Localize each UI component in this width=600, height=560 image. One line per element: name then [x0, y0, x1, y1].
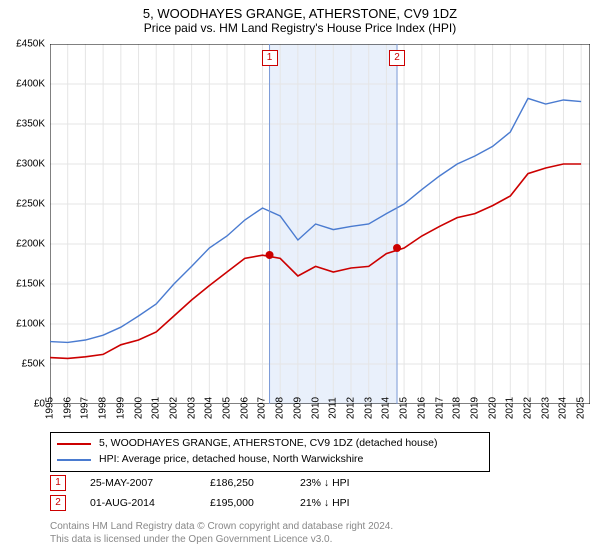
x-tick-label: 2000	[133, 397, 144, 419]
x-tick-label: 2023	[540, 397, 551, 419]
datapoint-date: 25-MAY-2007	[90, 477, 210, 489]
x-tick-label: 2016	[416, 397, 427, 419]
legend-swatch	[57, 459, 91, 461]
x-tick-label: 2005	[222, 397, 233, 419]
x-tick-label: 2002	[168, 397, 179, 419]
chart-area: £0£50K£100K£150K£200K£250K£300K£350K£400…	[50, 44, 590, 404]
x-tick-label: 2009	[292, 397, 303, 419]
x-tick-label: 1998	[98, 397, 109, 419]
datapoint-delta: 21% ↓ HPI	[300, 497, 390, 509]
x-tick-label: 2017	[434, 397, 445, 419]
y-tick-label: £250K	[1, 199, 45, 210]
y-tick-label: £50K	[1, 359, 45, 370]
datapoint-row: 1 25-MAY-2007£186,25023% ↓ HPI	[50, 475, 390, 491]
x-tick-label: 1999	[115, 397, 126, 419]
datapoint-price: £186,250	[210, 477, 300, 489]
x-tick-label: 2007	[257, 397, 268, 419]
x-tick-label: 2013	[363, 397, 374, 419]
footnote: Contains HM Land Registry data © Crown c…	[50, 520, 393, 546]
x-tick-label: 2014	[381, 397, 392, 419]
x-tick-label: 1996	[62, 397, 73, 419]
x-tick-label: 2010	[310, 397, 321, 419]
line-chart	[50, 44, 590, 404]
legend: 5, WOODHAYES GRANGE, ATHERSTONE, CV9 1DZ…	[50, 432, 490, 472]
x-tick-label: 2003	[186, 397, 197, 419]
legend-swatch	[57, 443, 91, 445]
x-tick-label: 2001	[151, 397, 162, 419]
chart-title: 5, WOODHAYES GRANGE, ATHERSTONE, CV9 1DZ	[0, 0, 600, 21]
x-tick-label: 2011	[328, 397, 339, 419]
x-tick-label: 2004	[204, 397, 215, 419]
datapoint-row: 2 01-AUG-2014£195,00021% ↓ HPI	[50, 495, 390, 511]
datapoint-date: 01-AUG-2014	[90, 497, 210, 509]
y-tick-label: £0	[1, 399, 45, 410]
x-tick-label: 2019	[469, 397, 480, 419]
datapoint-marker: 1	[50, 475, 66, 491]
x-tick-label: 2022	[523, 397, 534, 419]
x-tick-label: 2024	[558, 397, 569, 419]
x-tick-label: 2025	[576, 397, 587, 419]
y-tick-label: £200K	[1, 239, 45, 250]
footnote-line: This data is licensed under the Open Gov…	[50, 533, 393, 546]
y-tick-label: £400K	[1, 79, 45, 90]
y-tick-label: £350K	[1, 119, 45, 130]
chart-marker: 2	[389, 50, 405, 66]
chart-subtitle: Price paid vs. HM Land Registry's House …	[0, 21, 600, 35]
y-tick-label: £450K	[1, 39, 45, 50]
legend-row: 5, WOODHAYES GRANGE, ATHERSTONE, CV9 1DZ…	[57, 436, 483, 452]
y-tick-label: £300K	[1, 159, 45, 170]
datapoint-marker: 2	[50, 495, 66, 511]
datapoint-price: £195,000	[210, 497, 300, 509]
x-tick-label: 1995	[45, 397, 56, 419]
x-tick-label: 2012	[345, 397, 356, 419]
x-tick-label: 2018	[452, 397, 463, 419]
legend-label: HPI: Average price, detached house, Nort…	[99, 452, 363, 468]
x-tick-label: 2006	[239, 397, 250, 419]
x-tick-label: 2015	[399, 397, 410, 419]
x-tick-label: 2021	[505, 397, 516, 419]
x-tick-label: 2020	[487, 397, 498, 419]
legend-row: HPI: Average price, detached house, Nort…	[57, 452, 483, 468]
y-tick-label: £150K	[1, 279, 45, 290]
x-tick-label: 1997	[80, 397, 91, 419]
datapoint-delta: 23% ↓ HPI	[300, 477, 390, 489]
x-tick-label: 2008	[275, 397, 286, 419]
datapoint-table: 1 25-MAY-2007£186,25023% ↓ HPI 2 01-AUG-201…	[50, 475, 390, 515]
legend-label: 5, WOODHAYES GRANGE, ATHERSTONE, CV9 1DZ…	[99, 436, 437, 452]
footnote-line: Contains HM Land Registry data © Crown c…	[50, 520, 393, 533]
chart-marker: 1	[262, 50, 278, 66]
y-tick-label: £100K	[1, 319, 45, 330]
